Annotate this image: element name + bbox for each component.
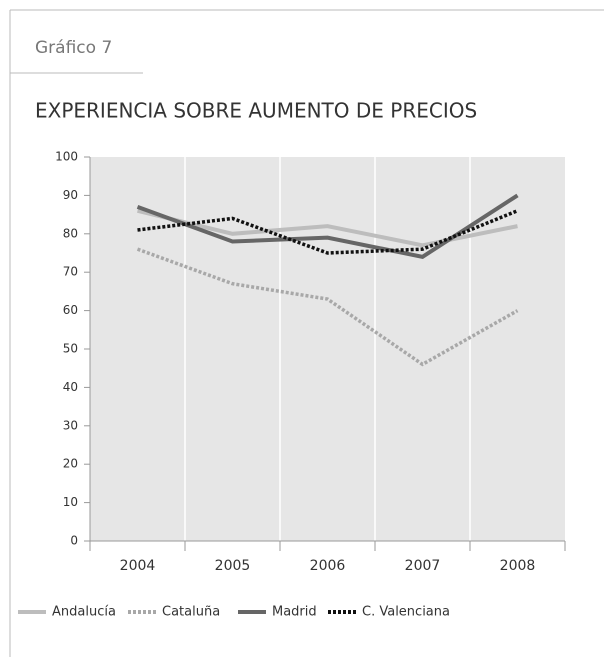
y-tick-label: 60 [63, 303, 78, 317]
y-tick-label: 40 [63, 380, 78, 394]
y-tick-label: 0 [70, 534, 78, 548]
y-tick-label: 10 [63, 495, 78, 509]
series-line [137, 208, 518, 248]
x-tick-label: 2008 [500, 558, 536, 574]
x-tick-label: 2006 [310, 558, 346, 574]
y-tick-label: 70 [63, 265, 78, 279]
plot-area [90, 157, 565, 541]
y-tick-label: 100 [55, 150, 78, 164]
chart-title: EXPERIENCIA SOBRE AUMENTO DE PRECIOS [35, 99, 477, 123]
legend-label: C. Valenciana [362, 605, 450, 620]
y-tick-label: 80 [63, 226, 78, 240]
x-tick-label: 2005 [215, 558, 251, 574]
y-tick-label: 20 [63, 457, 78, 471]
y-tick-label: 50 [63, 342, 78, 356]
legend-label: Cataluña [162, 605, 220, 620]
series-line [136, 247, 519, 367]
series-line [137, 209, 519, 255]
y-tick-label: 30 [63, 418, 78, 432]
y-tick-label: 90 [63, 188, 78, 202]
x-tick-label: 2004 [120, 558, 156, 574]
chart-label: Gráfico 7 [35, 38, 112, 58]
legend-label: Madrid [272, 605, 317, 620]
legend-label: Andalucía [52, 605, 116, 620]
x-tick-label: 2007 [405, 558, 441, 574]
